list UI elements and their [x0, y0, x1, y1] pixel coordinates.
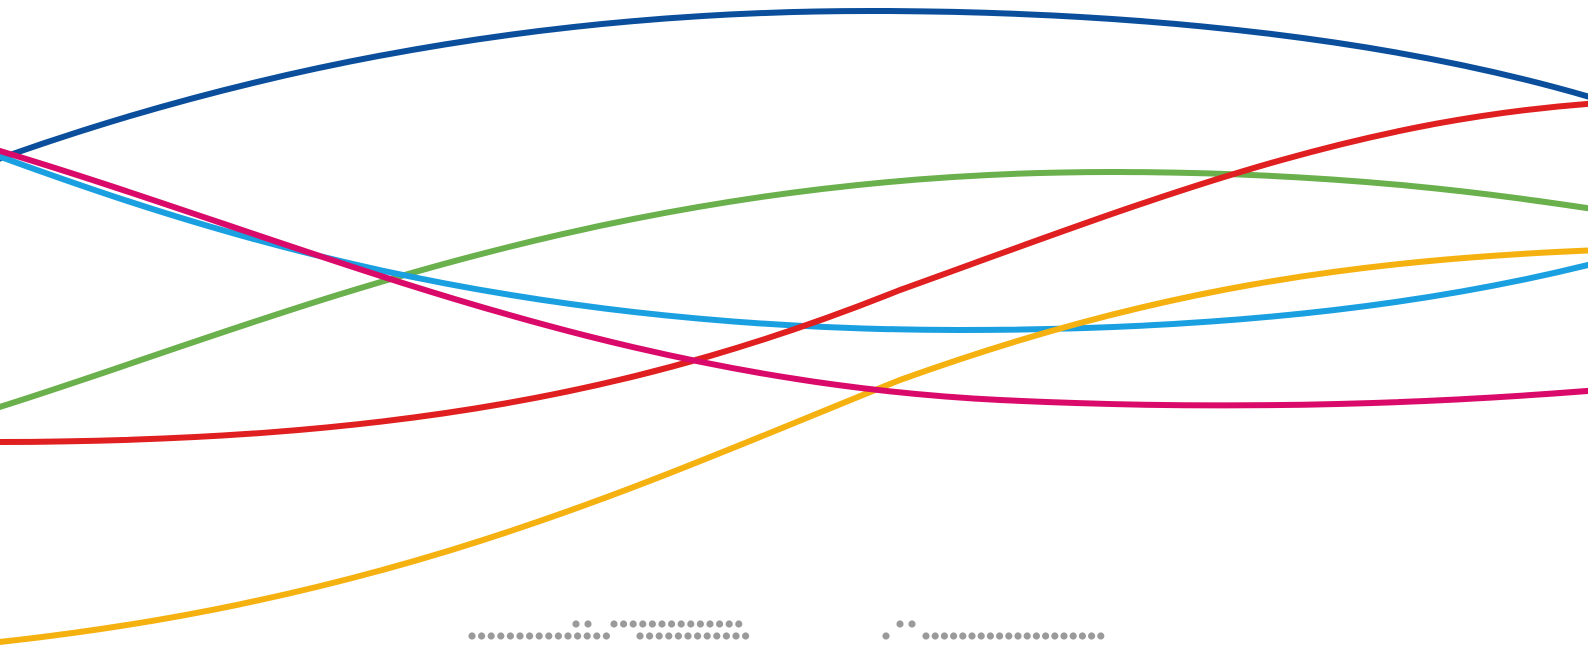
dot-mark	[1042, 632, 1050, 640]
dot-mark	[602, 632, 611, 640]
dot-mark	[535, 632, 543, 640]
dot-mark	[742, 632, 750, 640]
magenta-ribbon	[0, 147, 1588, 409]
dot-mark	[674, 632, 683, 640]
dot-mark	[620, 620, 628, 628]
dotted-logotype-left	[468, 620, 750, 640]
dot-mark	[497, 632, 505, 640]
dot-mark	[931, 632, 939, 640]
dot-mark	[526, 632, 534, 640]
dot-mark	[968, 632, 976, 640]
dot-mark	[1069, 632, 1077, 640]
light-blue-ribbon	[0, 153, 1588, 334]
dot-mark	[639, 620, 647, 628]
dot-mark	[1060, 632, 1068, 640]
red-ribbon	[0, 100, 1588, 445]
dot-mark	[996, 632, 1004, 640]
dot-mark	[574, 632, 582, 640]
dot-mark	[716, 620, 724, 628]
dotted-logotype-right	[882, 620, 1105, 640]
dot-mark	[1005, 632, 1013, 640]
dot-mark	[583, 632, 591, 640]
dot-mark	[554, 632, 563, 640]
dot-mark	[922, 632, 930, 640]
dot-mark	[882, 632, 890, 640]
dot-mark	[735, 620, 743, 628]
dot-mark	[610, 620, 618, 628]
dot-mark	[684, 632, 692, 640]
dot-mark	[1051, 632, 1059, 640]
dot-mark	[478, 632, 486, 640]
dot-mark	[564, 632, 572, 640]
dot-mark	[655, 632, 663, 640]
dot-mark	[584, 620, 592, 628]
dot-mark	[1023, 632, 1031, 640]
dot-mark	[506, 632, 514, 640]
dot-mark	[713, 632, 721, 640]
dot-mark	[677, 620, 685, 628]
dot-mark	[1088, 632, 1096, 640]
dark-blue-ribbon	[0, 7, 1588, 162]
dot-mark	[668, 620, 676, 628]
dot-mark	[1032, 632, 1040, 640]
dot-mark	[722, 632, 731, 640]
dot-mark	[959, 632, 967, 640]
dot-mark	[896, 620, 904, 628]
green-ribbon	[0, 168, 1588, 411]
dot-mark	[629, 620, 637, 628]
dot-mark	[940, 632, 949, 640]
dot-mark	[636, 632, 644, 640]
dot-mark	[1078, 632, 1086, 640]
dot-mark	[658, 620, 666, 628]
dot-mark	[950, 632, 958, 640]
dot-mark	[593, 632, 601, 640]
dot-mark	[732, 632, 740, 640]
dot-mark	[516, 632, 524, 640]
dot-mark	[694, 632, 702, 640]
dot-mark	[986, 632, 995, 640]
dot-mark	[572, 620, 580, 628]
dot-mark	[977, 632, 985, 640]
dot-mark	[1097, 632, 1105, 640]
dot-mark	[665, 632, 673, 640]
dot-mark	[468, 632, 476, 640]
dot-mark	[703, 632, 711, 640]
dot-mark	[648, 620, 657, 628]
dot-mark	[545, 632, 553, 640]
dot-mark	[725, 620, 733, 628]
dot-mark	[908, 620, 916, 628]
dot-mark	[1014, 632, 1022, 640]
dot-mark	[646, 632, 654, 640]
dot-mark	[696, 620, 705, 628]
dot-mark	[706, 620, 714, 628]
dot-mark	[487, 632, 495, 640]
dot-mark	[687, 620, 695, 628]
